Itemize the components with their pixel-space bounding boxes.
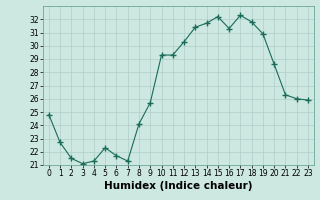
- X-axis label: Humidex (Indice chaleur): Humidex (Indice chaleur): [104, 181, 253, 191]
